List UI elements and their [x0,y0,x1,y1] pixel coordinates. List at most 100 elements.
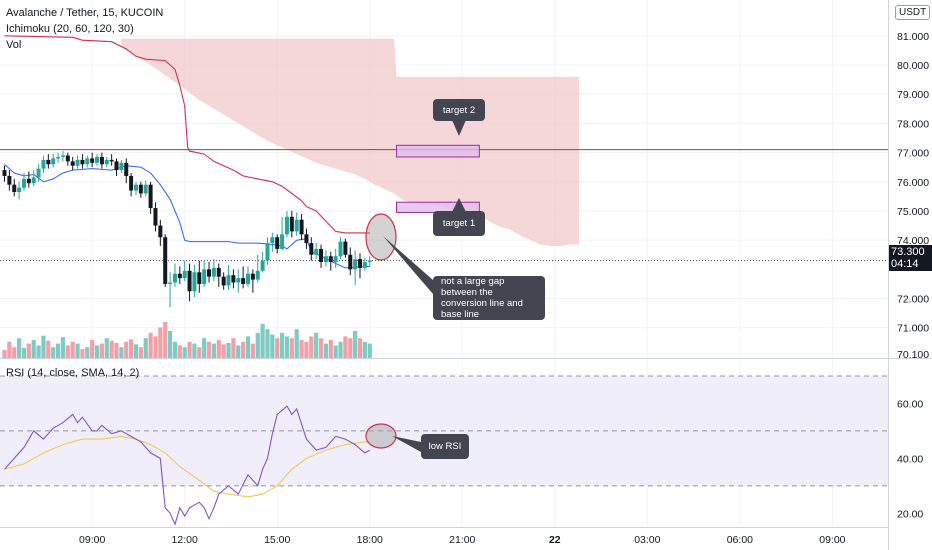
candle-body[interactable] [85,158,90,165]
candle-body[interactable] [319,248,324,263]
candle-body[interactable] [221,276,226,286]
candle-body[interactable] [338,241,343,257]
candle-body[interactable] [216,267,221,277]
candle-body[interactable] [309,243,314,255]
candle-body[interactable] [333,256,338,263]
candle-body[interactable] [12,184,17,192]
price-tick-label: 70.100 [897,349,929,361]
candle-body[interactable] [323,256,328,263]
rsi-axis[interactable]: 60.00 40.00 20.00 [897,398,923,520]
candle-body[interactable] [36,168,41,178]
candle-body[interactable] [56,156,61,159]
candle-body[interactable] [60,155,65,157]
candle-body[interactable] [187,270,192,292]
gap-note-callout[interactable]: not a large gap between the conversion l… [433,276,545,320]
target-box-2[interactable] [396,144,480,158]
candle-body[interactable] [255,270,260,280]
candle-body[interactable] [46,159,51,165]
candle-body[interactable] [158,225,163,238]
candle-body[interactable] [202,269,207,284]
price-axis[interactable]: 81.000 80.000 79.000 78.000 77.000 76.000 75.0… [897,31,929,361]
candle-body[interactable] [182,270,187,279]
candle-body[interactable] [163,237,168,284]
candle-body[interactable] [138,184,143,194]
candle-body[interactable] [90,158,95,163]
rsi-ellipse[interactable] [365,423,397,449]
candles[interactable] [2,151,372,308]
candle-body[interactable] [80,159,85,165]
candle-body[interactable] [153,208,158,226]
candle-body[interactable] [26,178,31,184]
candle-body[interactable] [314,248,319,255]
volume-bar [304,341,309,358]
candle-body[interactable] [328,256,333,263]
candle-body[interactable] [304,234,309,244]
candle-body[interactable] [177,273,182,279]
candle-body[interactable] [119,162,124,171]
low-rsi-callout[interactable]: low RSI [421,434,469,459]
candle-body[interactable] [241,278,246,284]
gap-ellipse[interactable] [365,213,397,261]
candle-body[interactable] [168,282,173,284]
candle-body[interactable] [133,184,138,191]
candle-body[interactable] [51,158,56,165]
volume-bar [275,338,280,358]
candle-body[interactable] [348,254,353,270]
candle-body[interactable] [367,260,372,263]
drawing-shapes[interactable] [365,120,466,452]
candle-body[interactable] [284,216,289,235]
candle-body[interactable] [197,272,202,284]
candle-body[interactable] [275,237,280,249]
ichimoku-legend[interactable]: Ichimoku (20, 60, 120, 30) [6,23,134,35]
candle-body[interactable] [75,159,80,166]
candle-body[interactable] [358,259,363,268]
candle-body[interactable] [99,156,104,165]
candle-body[interactable] [280,234,285,249]
candle-body[interactable] [17,187,22,192]
candle-body[interactable] [362,262,367,268]
time-tick-label: 18:00 [357,534,383,546]
currency-badge[interactable]: USDT [895,5,931,20]
candle-body[interactable] [109,159,114,162]
candle-body[interactable] [2,170,7,176]
candle-body[interactable] [41,159,46,169]
candle-body[interactable] [207,269,212,277]
candle-body[interactable] [289,216,294,232]
time-axis[interactable]: 09:00 12:00 15:00 18:00 21:00 22 03:00 06:00 09:… [79,534,846,546]
candle-body[interactable] [231,275,236,283]
candle-body[interactable] [65,155,70,162]
candle-body[interactable] [343,241,348,255]
symbol-title[interactable]: Avalanche / Tether, 15, KUCOIN [6,7,164,19]
target1-pointer [452,198,466,212]
candle-body[interactable] [21,178,26,188]
candle-body[interactable] [236,278,241,283]
candle-body[interactable] [299,219,304,235]
volume-legend[interactable]: Vol [6,39,22,51]
candle-body[interactable] [114,161,119,171]
candle-body[interactable] [70,161,75,166]
rsi-legend[interactable]: RSI (14, close, SMA, 14, 2) [6,367,140,379]
candle-body[interactable] [148,184,153,209]
candle-body[interactable] [7,175,12,185]
candle-body[interactable] [31,177,36,184]
candle-body[interactable] [260,260,265,271]
candle-body[interactable] [226,275,231,286]
candle-body[interactable] [294,219,299,232]
candle-body[interactable] [353,259,358,270]
candle-body[interactable] [265,243,270,261]
candle-body[interactable] [129,175,134,191]
candle-body[interactable] [104,159,109,165]
candle-body[interactable] [270,237,275,244]
target1-callout[interactable]: target 1 [433,211,485,236]
target2-callout[interactable]: target 2 [433,99,485,121]
candle-body[interactable] [192,272,197,292]
candle-body[interactable] [211,267,216,277]
candle-body[interactable] [246,273,250,284]
candle-body[interactable] [143,184,148,194]
candle-body[interactable] [124,162,129,176]
volume-bar [333,345,338,358]
candle-body[interactable] [250,273,255,280]
candle-body[interactable] [95,156,100,163]
candle-body[interactable] [172,273,177,283]
